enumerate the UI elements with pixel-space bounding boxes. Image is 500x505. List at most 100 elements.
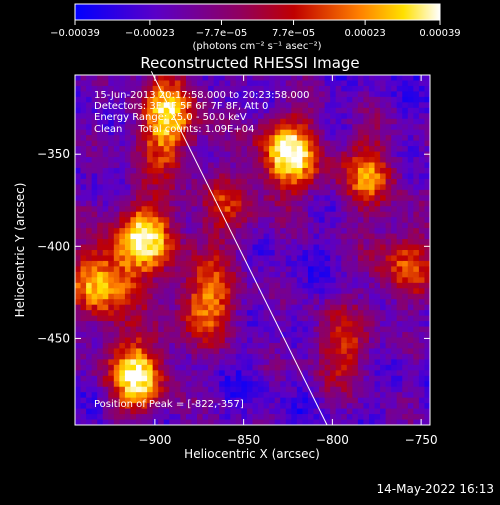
heatmap-cell xyxy=(363,332,370,339)
heatmap-cell xyxy=(202,381,209,388)
heatmap-cell xyxy=(324,271,331,278)
heatmap-cell xyxy=(258,419,265,425)
heatmap-cell xyxy=(402,282,409,289)
heatmap-cell xyxy=(108,151,115,158)
heatmap-cell xyxy=(280,75,287,82)
heatmap-cell xyxy=(241,359,248,366)
heatmap-cell xyxy=(296,239,304,246)
heatmap-cell xyxy=(141,277,148,284)
heatmap-cell xyxy=(374,113,381,120)
heatmap-cell xyxy=(136,211,143,218)
heatmap-cell xyxy=(263,184,270,191)
heatmap-cell xyxy=(263,282,270,289)
heatmap-cell xyxy=(174,80,181,87)
heatmap-cell xyxy=(113,107,120,114)
heatmap-cell xyxy=(202,321,209,328)
heatmap-cell xyxy=(274,332,281,339)
heatmap-cell xyxy=(330,255,337,262)
heatmap-cell xyxy=(180,304,187,311)
heatmap-cell xyxy=(413,359,420,366)
heatmap-cell xyxy=(86,211,93,218)
heatmap-cell xyxy=(307,403,315,410)
heatmap-cell xyxy=(147,200,154,207)
heatmap-cell xyxy=(180,337,187,344)
heatmap-cell xyxy=(102,250,109,257)
heatmap-cell xyxy=(418,113,426,120)
heatmap-cell xyxy=(174,403,181,410)
heatmap-cell xyxy=(330,386,337,393)
heatmap-cell xyxy=(280,353,287,360)
heatmap-cell xyxy=(91,321,98,328)
heatmap-cell xyxy=(208,151,215,158)
heatmap-cell xyxy=(352,348,359,355)
heatmap-cell xyxy=(391,288,398,295)
heatmap-cell xyxy=(352,266,359,273)
heatmap-cell xyxy=(235,392,243,399)
heatmap-cell xyxy=(363,184,370,191)
colorbar-tick-label: 7.7e−05 xyxy=(272,28,315,39)
heatmap-cell xyxy=(319,140,326,147)
heatmap-cell xyxy=(363,414,370,421)
heatmap-cell xyxy=(119,135,126,142)
heatmap-cell xyxy=(208,353,215,360)
heatmap-cell xyxy=(224,200,231,207)
heatmap-cell xyxy=(136,113,143,120)
heatmap-cell xyxy=(252,244,259,251)
heatmap-cell xyxy=(119,277,126,284)
heatmap-cell xyxy=(202,244,209,251)
heatmap-cell xyxy=(291,348,298,355)
heatmap-cell xyxy=(97,310,104,317)
heatmap-cell xyxy=(352,342,359,350)
heatmap-cell xyxy=(246,353,254,360)
heatmap-cell xyxy=(141,80,148,87)
heatmap-cell xyxy=(213,195,220,202)
heatmap-cell xyxy=(102,381,109,388)
heatmap-cell xyxy=(169,129,176,136)
heatmap-cell xyxy=(330,282,337,289)
heatmap-cell xyxy=(302,233,309,240)
heatmap-cell xyxy=(263,332,270,339)
heatmap-cell xyxy=(91,146,98,153)
heatmap-cell xyxy=(263,250,270,257)
heatmap-cell xyxy=(407,310,414,317)
heatmap-cell xyxy=(396,321,403,328)
heatmap-cell xyxy=(363,80,370,87)
heatmap-cell xyxy=(202,211,209,218)
heatmap-cell xyxy=(191,250,198,257)
heatmap-cell xyxy=(185,364,193,371)
heatmap-cell xyxy=(274,124,281,131)
heatmap-cell xyxy=(235,206,243,213)
heatmap-cell xyxy=(357,392,365,399)
heatmap-cell xyxy=(380,135,387,142)
heatmap-cell xyxy=(258,321,265,328)
heatmap-cell xyxy=(208,162,215,169)
heatmap-cell xyxy=(252,282,259,289)
heatmap-cell xyxy=(330,195,337,202)
heatmap-cell xyxy=(163,113,170,120)
heatmap-cell xyxy=(319,244,326,251)
heatmap-cell xyxy=(285,124,292,131)
heatmap-cell xyxy=(86,244,93,251)
heatmap-cell xyxy=(258,75,265,82)
heatmap-cell xyxy=(263,348,270,355)
heatmap-cell xyxy=(302,277,309,284)
heatmap-cell xyxy=(169,189,176,196)
heatmap-cell xyxy=(202,310,209,317)
heatmap-cell xyxy=(313,260,320,268)
heatmap-cell xyxy=(219,408,226,415)
heatmap-cell xyxy=(402,157,409,164)
heatmap-cell xyxy=(136,85,143,93)
heatmap-cell xyxy=(302,200,309,207)
heatmap-cell xyxy=(230,271,237,278)
heatmap-cell xyxy=(91,129,98,136)
heatmap-cell xyxy=(197,337,204,344)
heatmap-cell xyxy=(302,211,309,218)
heatmap-cell xyxy=(208,419,215,425)
heatmap-cell xyxy=(374,233,381,240)
heatmap-cell xyxy=(307,337,315,344)
heatmap-cell xyxy=(313,102,320,109)
heatmap-cell xyxy=(280,173,287,180)
heatmap-cell xyxy=(130,332,137,339)
heatmap-cell xyxy=(235,326,243,333)
heatmap-cell xyxy=(363,271,370,278)
